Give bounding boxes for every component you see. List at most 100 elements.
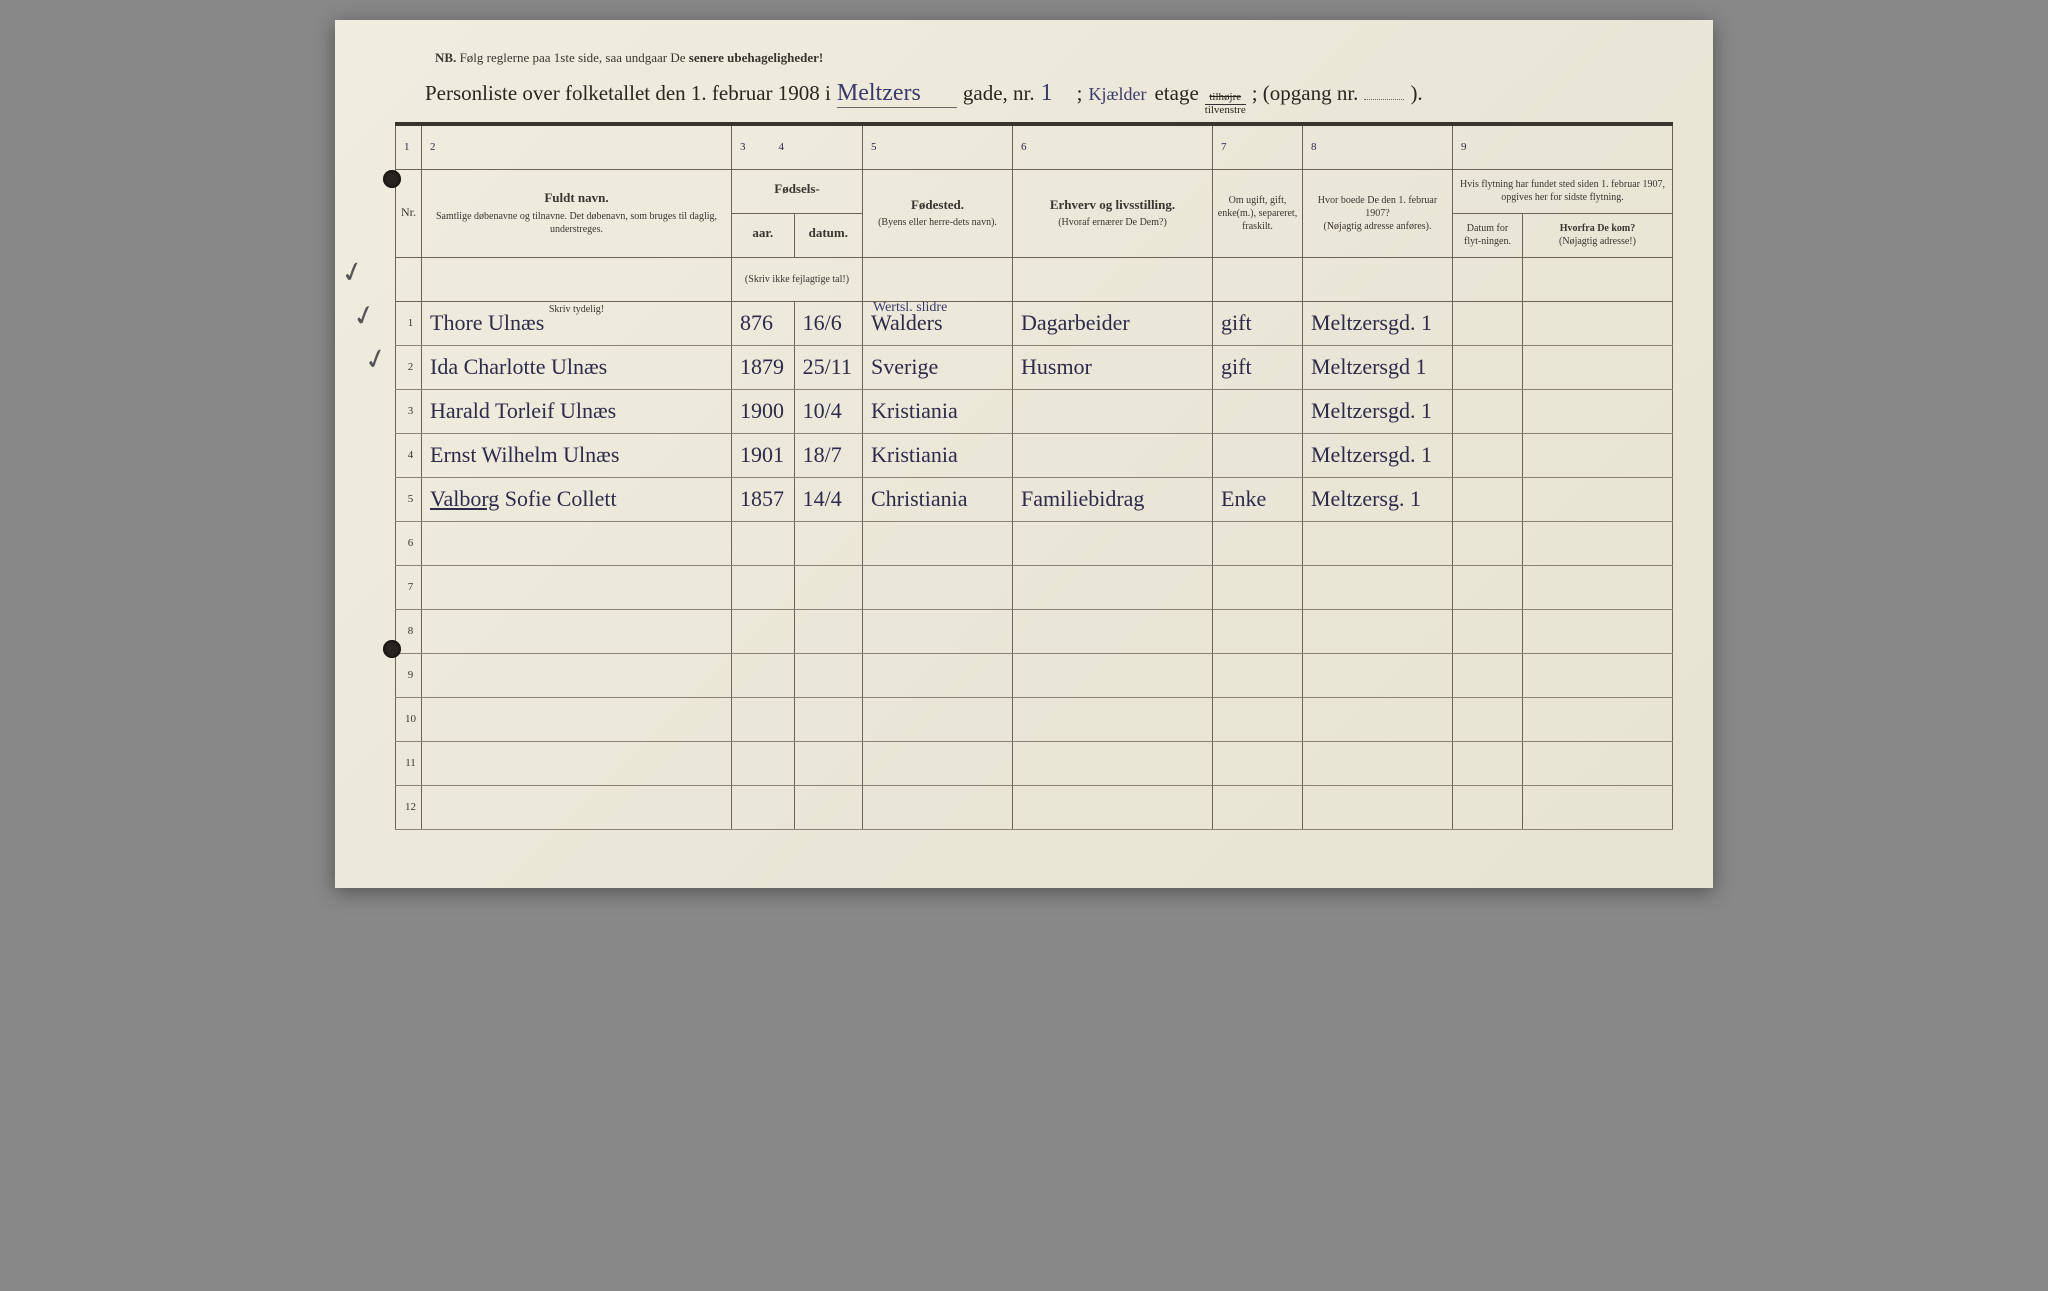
hdr-name: Fuldt navn. Samtlige døbenavne og tilnav… xyxy=(422,169,732,257)
row-name: Skriv tydelig!Thore Ulnæs xyxy=(422,301,732,345)
row-year xyxy=(732,565,795,609)
row-date xyxy=(794,785,862,829)
hdr-occupation: Erhverv og livsstilling. (Hvoraf ernærer… xyxy=(1013,169,1213,257)
column-numbers-row: 1 2 3 4 5 6 7 8 9 xyxy=(396,125,1673,169)
nb-bold: senere ubehageligheder! xyxy=(689,50,823,65)
row-birthplace: Sverige xyxy=(863,345,1013,389)
row-movedate xyxy=(1453,345,1523,389)
row-addr1907: Meltzersgd. 1 xyxy=(1303,433,1453,477)
row-nr: 3 xyxy=(396,389,422,433)
row-birthplace: Kristiania xyxy=(863,433,1013,477)
hdr-blank-nr xyxy=(396,257,422,301)
row-status xyxy=(1213,653,1303,697)
row-name: Ida Charlotte Ulnæs xyxy=(422,345,732,389)
row-nr: 10 xyxy=(396,697,422,741)
title-part5: ; (opgang nr. xyxy=(1252,81,1359,106)
row-occupation xyxy=(1013,389,1213,433)
row-movedate xyxy=(1453,565,1523,609)
table-row: 1Skriv tydelig!Thore Ulnæs87616/6Wertsl.… xyxy=(396,301,1673,345)
row-movedate xyxy=(1453,785,1523,829)
row-addr1907: Meltzersgd. 1 xyxy=(1303,301,1453,345)
row-year: 1857 xyxy=(732,477,795,521)
row-year xyxy=(732,785,795,829)
row-status xyxy=(1213,389,1303,433)
table-row: 10 xyxy=(396,697,1673,741)
row-date xyxy=(794,565,862,609)
floor-handwritten: Kjælder xyxy=(1088,84,1148,105)
hdr-move-group: Hvis flytning har fundet sted siden 1. f… xyxy=(1453,169,1673,213)
table-row: 2Ida Charlotte Ulnæs187925/11SverigeHusm… xyxy=(396,345,1673,389)
title-part1: Personliste over folketallet den 1. febr… xyxy=(425,81,831,106)
colnum-6: 6 xyxy=(1013,125,1213,169)
row-name: Valborg Sofie Collett xyxy=(422,477,732,521)
row-movedate xyxy=(1453,609,1523,653)
hdr-date: datum. xyxy=(794,213,862,257)
row-year xyxy=(732,521,795,565)
row-date: 25/11 xyxy=(794,345,862,389)
row-birthplace xyxy=(863,697,1013,741)
row-occupation xyxy=(1013,521,1213,565)
row-addr1907 xyxy=(1303,565,1453,609)
row-date xyxy=(794,697,862,741)
side-fraction: tilhøjre tilvenstre xyxy=(1205,92,1246,116)
row-movefrom xyxy=(1523,565,1673,609)
row-status xyxy=(1213,565,1303,609)
row-birthplace xyxy=(863,609,1013,653)
row-occupation xyxy=(1013,741,1213,785)
title-part3: ; xyxy=(1077,81,1083,106)
row-birthplace: Christiania xyxy=(863,477,1013,521)
row-status: Enke xyxy=(1213,477,1303,521)
table-body: 1Skriv tydelig!Thore Ulnæs87616/6Wertsl.… xyxy=(396,301,1673,829)
row-year: 1901 xyxy=(732,433,795,477)
row-year xyxy=(732,609,795,653)
row-occupation xyxy=(1013,653,1213,697)
row-movedate xyxy=(1453,521,1523,565)
row-birthplace: Wertsl. slidreWalders xyxy=(863,301,1013,345)
hdr-blank-name xyxy=(422,257,732,301)
row-addr1907 xyxy=(1303,741,1453,785)
hdr-status: Om ugift, gift, enke(m.), separeret, fra… xyxy=(1213,169,1303,257)
row-occupation xyxy=(1013,609,1213,653)
table-row: 5Valborg Sofie Collett185714/4Christiani… xyxy=(396,477,1673,521)
hdr-blank-8 xyxy=(1303,257,1453,301)
street-handwritten: Meltzers xyxy=(837,80,957,108)
row-name xyxy=(422,521,732,565)
census-page: ✓✓✓ NB. Følg reglerne paa 1ste side, saa… xyxy=(335,20,1713,888)
row-status xyxy=(1213,741,1303,785)
row-name: Harald Torleif Ulnæs xyxy=(422,389,732,433)
row-movefrom xyxy=(1523,301,1673,345)
row-name xyxy=(422,653,732,697)
table-row: 7 xyxy=(396,565,1673,609)
row-year: 876 xyxy=(732,301,795,345)
nr-handwritten: 1 xyxy=(1041,80,1071,107)
colnum-5: 5 xyxy=(863,125,1013,169)
row-name: Ernst Wilhelm Ulnæs xyxy=(422,433,732,477)
row-year xyxy=(732,741,795,785)
table-row: 9 xyxy=(396,653,1673,697)
colnum-2: 2 xyxy=(422,125,732,169)
row-name xyxy=(422,609,732,653)
header-row-1: Nr. Fuldt navn. Samtlige døbenavne og ti… xyxy=(396,169,1673,213)
row-nr: 2 xyxy=(396,345,422,389)
row-date: 10/4 xyxy=(794,389,862,433)
row-nr: 1 xyxy=(396,301,422,345)
row-name xyxy=(422,741,732,785)
row-addr1907 xyxy=(1303,521,1453,565)
table-row: 11 xyxy=(396,741,1673,785)
colnum-1: 1 xyxy=(396,125,422,169)
row-status xyxy=(1213,433,1303,477)
row-status xyxy=(1213,697,1303,741)
title-part2: gade, nr. xyxy=(963,81,1035,106)
row-nr: 12 xyxy=(396,785,422,829)
row-status xyxy=(1213,609,1303,653)
row-addr1907: Meltzersg. 1 xyxy=(1303,477,1453,521)
colnum-3-4: 3 4 xyxy=(732,125,863,169)
row-movefrom xyxy=(1523,345,1673,389)
row-birthplace xyxy=(863,521,1013,565)
row-addr1907 xyxy=(1303,697,1453,741)
row-movefrom xyxy=(1523,653,1673,697)
row-addr1907 xyxy=(1303,609,1453,653)
row-date xyxy=(794,653,862,697)
row-movefrom xyxy=(1523,521,1673,565)
frac-bot: tilvenstre xyxy=(1205,105,1246,116)
